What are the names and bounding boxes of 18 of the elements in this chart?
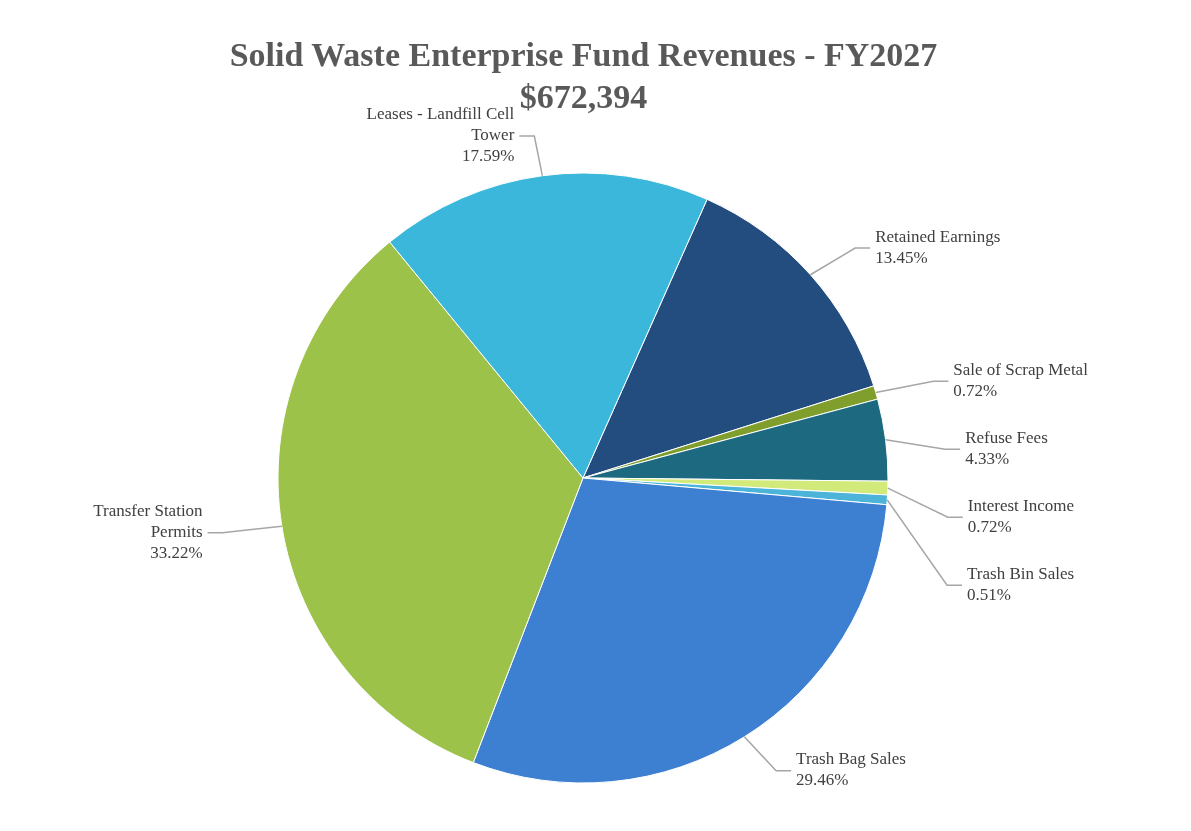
data-label: 0.72% xyxy=(967,516,1012,536)
data-label: 29.46% xyxy=(796,770,849,790)
data-label: 13.45% xyxy=(875,247,928,267)
data-label: 17.59% xyxy=(461,145,515,165)
data-label: 0.72% xyxy=(953,380,998,400)
slice-label: Interest Income xyxy=(967,495,1074,515)
data-label: 0.51% xyxy=(967,584,1011,604)
chart-title: Solid Waste Enterprise Fund Revenues - FY2027 xyxy=(229,36,938,73)
slice-label: Transfer Station Permits xyxy=(93,500,204,541)
data-label: 4.33% xyxy=(965,448,1010,468)
slice-label: Refuse Fees xyxy=(965,427,1048,447)
chart-subtitle: $672,394 xyxy=(519,78,648,115)
slice-label: Sale of Scrap Metal xyxy=(953,359,1089,379)
data-label: 33.22% xyxy=(150,542,203,562)
slice-label: Leases - Landfill Cell Tower xyxy=(366,103,515,144)
slice-label: Trash Bag Sales xyxy=(796,749,907,769)
slice-label: Retained Earnings xyxy=(875,226,1001,246)
slice-label: Trash Bin Sales xyxy=(967,563,1075,583)
